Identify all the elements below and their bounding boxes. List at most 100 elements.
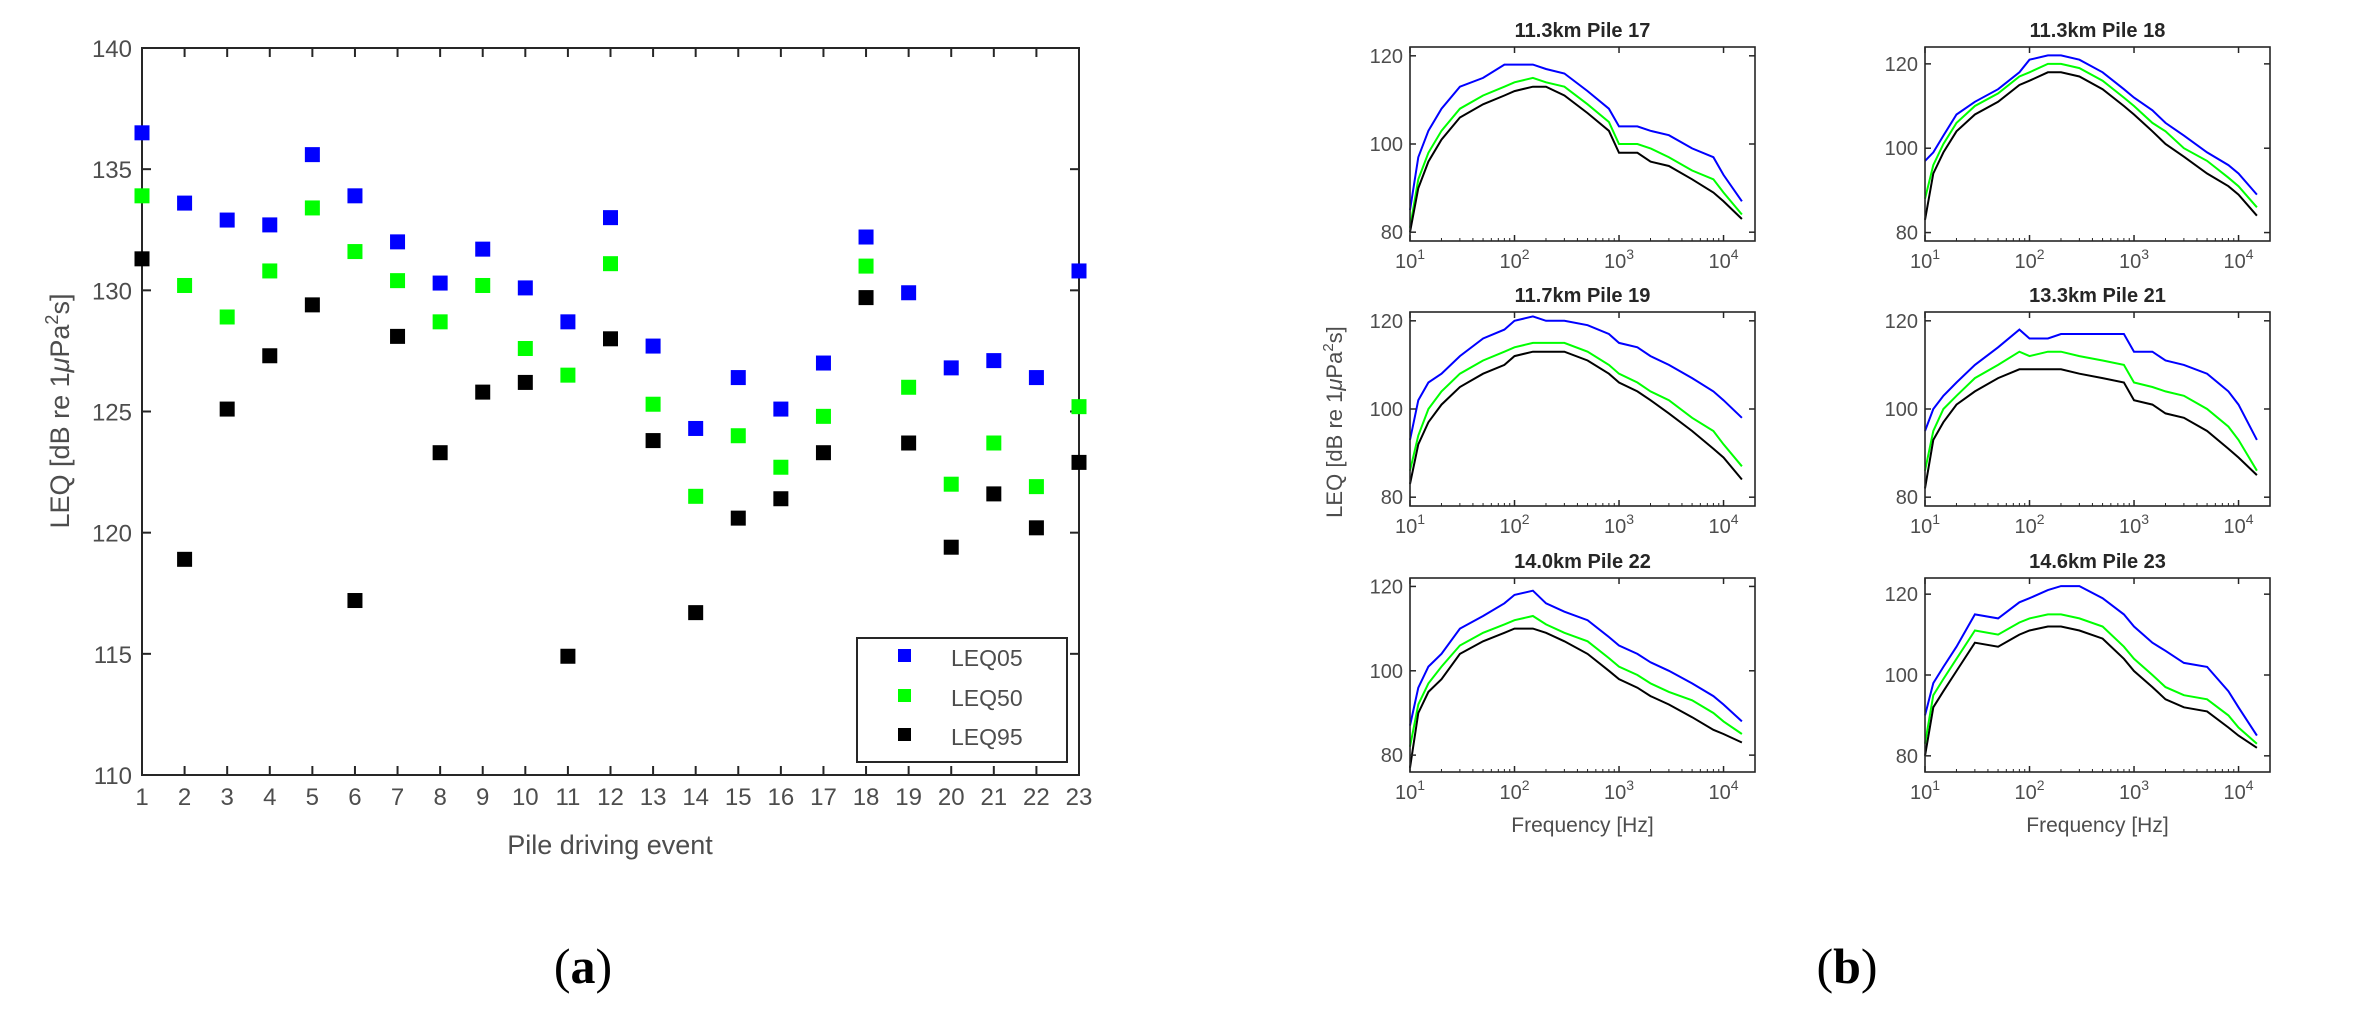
a-x-tick-label: 13 [640, 784, 667, 811]
a-x-tick-label: 6 [348, 784, 361, 811]
a-y-tick-label: 130 [92, 278, 132, 305]
b-y-tick-label: 120 [1370, 576, 1403, 598]
b-y-tick-label: 100 [1885, 399, 1918, 421]
b-y-tick-label: 120 [1885, 584, 1918, 606]
b-x-tick-label: 101 [1395, 777, 1425, 804]
point-leq05-7 [390, 234, 406, 250]
point-leq95-16 [773, 491, 789, 507]
point-leq50-6 [347, 244, 363, 260]
a-x-tick-label: 11 [555, 784, 580, 811]
panel-label-a: (a) [554, 938, 612, 994]
panel-a-legend: LEQ05 LEQ50 LEQ95 [856, 637, 1068, 763]
b-x-tick-label: 102 [2014, 246, 2044, 273]
panel-label-a-letter: a [571, 938, 596, 994]
point-leq95-6 [347, 593, 363, 609]
series-line-leq50 [1924, 613, 2258, 745]
point-leq05-13 [645, 338, 661, 354]
point-leq95-18 [858, 290, 874, 306]
point-leq50-22 [1028, 479, 1044, 495]
b-x-tick-label: 102 [1499, 777, 1529, 804]
point-leq50-8 [432, 314, 448, 330]
a-x-tick-label: 20 [938, 784, 965, 811]
point-leq05-6 [347, 188, 363, 204]
panel-b-chart: 101 102 103 104 80 100 120 11.3km Pile 17 101 102… [1320, 20, 2271, 837]
panel-a-y-label-pre: LEQ [dB re 1 [45, 372, 75, 528]
b-x-tick-label: 104 [2224, 777, 2254, 804]
point-leq95-20 [943, 539, 959, 555]
b-x-tick-label: 103 [2119, 777, 2149, 804]
a-y-tick-label: 135 [92, 157, 132, 184]
subplot-area [1925, 47, 2270, 241]
series-line-leq95 [1409, 627, 1743, 768]
point-leq50-15 [730, 428, 746, 444]
point-leq95-21 [986, 486, 1002, 502]
point-leq05-14 [688, 420, 704, 436]
b-y-tick-label: 120 [1885, 311, 1918, 333]
panel-a-y-label-mu: μ [45, 357, 75, 373]
point-leq05-15 [730, 370, 746, 386]
a-x-tick-label: 8 [433, 784, 446, 811]
point-leq50-14 [688, 488, 704, 504]
a-x-tick-label: 23 [1066, 784, 1093, 811]
series-line-leq50 [1924, 62, 2258, 208]
series-line-leq05 [1924, 54, 2258, 196]
panel-a-y-ticks: 110 115 120 125 130 135 140 [92, 36, 1079, 790]
b-y-tick-label: 80 [1381, 745, 1403, 767]
point-leq50-4 [262, 263, 278, 279]
legend-label-leq95: LEQ95 [951, 724, 1023, 750]
panel-b-y-label-mu: μ [1322, 379, 1347, 392]
legend-marker-leq05 [898, 649, 911, 662]
legend-label-leq05: LEQ05 [951, 645, 1023, 671]
a-y-tick-label: 125 [92, 400, 132, 427]
b-x-tick-label: 102 [2014, 511, 2044, 538]
legend-label-leq50: LEQ50 [951, 685, 1023, 711]
series-line-leq05 [1924, 585, 2258, 737]
b-x-tick-label: 103 [1604, 511, 1634, 538]
point-leq50-18 [858, 258, 874, 274]
point-leq05-11 [560, 314, 576, 330]
subplot-frame [1409, 577, 1756, 773]
panel-label-b-letter: b [1833, 938, 1861, 994]
point-leq95-14 [688, 605, 704, 621]
b-x-tick-label: 104 [1709, 246, 1739, 273]
point-leq05-8 [432, 275, 448, 291]
point-leq95-12 [603, 331, 618, 347]
b-y-tick-label: 120 [1885, 54, 1918, 76]
series-line-leq05 [1409, 63, 1743, 211]
series-line-leq50 [1409, 614, 1743, 747]
series-line-leq50 [1409, 76, 1743, 228]
panel-b-y-label-sup: 2 [1320, 343, 1337, 351]
subplot-title: 13.3km Pile 21 [2029, 285, 2166, 307]
panel-a-y-axis-label: LEQ [dB re 1μPa2s] [42, 294, 75, 529]
point-leq95-3 [219, 401, 235, 417]
point-leq05-1 [134, 125, 150, 141]
point-leq05-20 [943, 360, 959, 376]
legend-marker-leq50 [898, 689, 911, 702]
series-line-leq50 [1409, 341, 1743, 471]
point-leq50-16 [773, 459, 789, 475]
point-leq05-10 [517, 280, 533, 296]
point-leq50-7 [390, 273, 406, 289]
point-leq05-4 [262, 217, 278, 233]
point-leq95-2 [177, 551, 193, 567]
b-x-tick-label: 104 [2224, 511, 2254, 538]
b-y-tick-label: 80 [1896, 223, 1918, 245]
point-leq05-19 [901, 285, 917, 301]
legend-marker-leq95 [898, 728, 911, 741]
a-x-tick-label: 14 [682, 784, 709, 811]
panel-b-y-label-pre: LEQ [dB re 1 [1322, 391, 1347, 518]
panel-a-y-label-sup: 2 [42, 315, 62, 325]
b-x-tick-label: 103 [1604, 246, 1634, 273]
a-x-tick-label: 2 [178, 784, 191, 811]
subplot-area [1410, 312, 1755, 506]
b-y-tick-label: 80 [1896, 487, 1918, 509]
a-y-tick-label: 110 [94, 763, 132, 790]
subplot-area [1925, 578, 2270, 772]
point-leq95-8 [432, 445, 448, 461]
b-x-axis-label: Frequency [Hz] [2026, 814, 2168, 837]
series-line-leq95 [1924, 71, 2258, 221]
series-line-leq05 [1409, 315, 1743, 441]
subplot-title: 14.6km Pile 23 [2029, 551, 2166, 573]
a-x-tick-label: 1 [135, 784, 148, 811]
